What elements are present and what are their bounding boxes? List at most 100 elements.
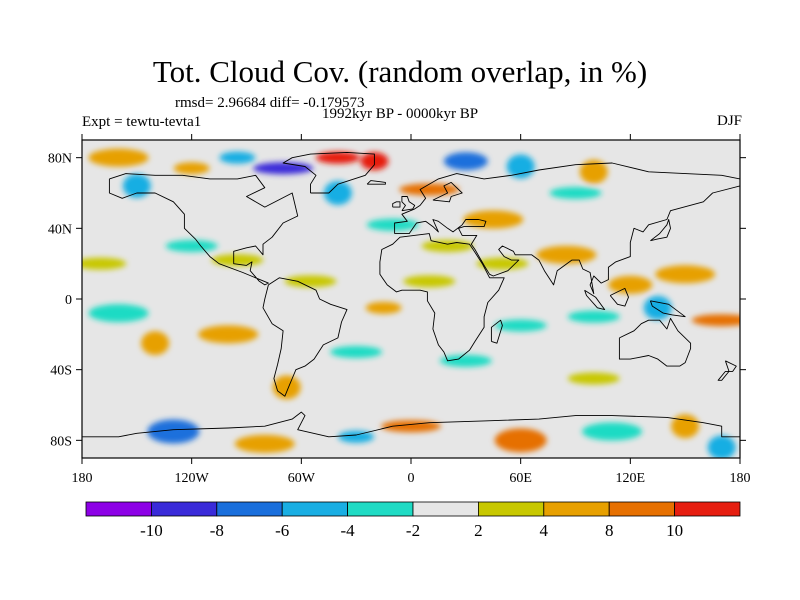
coastline [584, 289, 606, 311]
coastline [394, 162, 740, 295]
coastline [432, 181, 463, 203]
lon-tick-label: 60E [509, 471, 532, 486]
coastline [82, 411, 740, 438]
lon-tick-label: 60W [288, 471, 316, 486]
colorbar-swatch [608, 501, 676, 517]
anomaly-patch [330, 346, 383, 358]
colorbar-swatch [412, 501, 479, 517]
rmsd-diff-stats: rmsd= 2.96684 diff= -0.179573 [175, 95, 365, 111]
anomaly-patch [141, 331, 170, 356]
anomaly-patch [691, 314, 740, 327]
coastline [379, 233, 505, 362]
anomaly-patch [579, 159, 608, 184]
coastline [282, 151, 375, 194]
lat-tick-label: 40N [48, 222, 72, 237]
colorbar-label: -2 [406, 521, 420, 540]
colorbar [85, 501, 741, 517]
colorbar-swatch [347, 501, 414, 517]
anomaly-patch [147, 419, 200, 444]
coastline [490, 319, 503, 344]
anomaly-patch [323, 181, 352, 205]
lat-tick-label: 0 [65, 293, 72, 308]
season-label: DJF [716, 113, 742, 129]
coastline [401, 196, 416, 212]
lon-tick-label: 180 [730, 471, 751, 486]
anomaly-patch [272, 375, 301, 400]
coastlines [82, 151, 740, 438]
anomaly-patch [122, 173, 151, 198]
experiment-label: Expt = tewtu-tevta1 [82, 114, 202, 130]
anomaly-patch [284, 275, 337, 288]
anomaly-patch [253, 162, 314, 175]
coastline [717, 360, 737, 381]
lon-tick-label: 120W [175, 471, 210, 486]
lat-tick-label: 40S [50, 364, 72, 379]
anomaly-patch [399, 183, 460, 196]
anomaly-patch [198, 325, 259, 344]
coastline [108, 173, 299, 286]
anomaly-patch [315, 151, 360, 164]
anomaly-patch [608, 275, 653, 294]
anomaly-patch [655, 265, 716, 284]
coastline [262, 277, 348, 397]
colorbar-swatch [543, 501, 610, 517]
anomaly-field [82, 148, 740, 458]
anomaly-patch [494, 319, 547, 332]
anomaly-patch [234, 434, 295, 453]
colorbar-swatch [674, 501, 741, 517]
anomaly-patch [173, 162, 210, 175]
anomaly-patch [443, 152, 488, 171]
axis-tick-labels: 80N 40N 0 40S 80S 180 120W 60W 0 60E 120E 180 [48, 152, 751, 486]
anomaly-patch [567, 310, 620, 323]
colorbar-label: -8 [210, 521, 224, 540]
anomaly-patch [338, 430, 375, 443]
anomaly-patch [549, 187, 602, 199]
lon-tick-label: 0 [408, 471, 415, 486]
anomaly-patch [707, 435, 736, 458]
coastline [392, 201, 401, 208]
colorbar-label: -6 [275, 521, 289, 540]
lon-tick-label: 120E [616, 471, 646, 486]
coastline [618, 317, 692, 367]
colorbar-swatch [85, 501, 152, 517]
colorbar-labels: -10 -8 -6 -4 -2 2 4 8 10 [140, 521, 683, 540]
anomaly-patch [671, 414, 700, 439]
anomaly-patch [536, 245, 597, 264]
colorbar-swatch [477, 501, 545, 517]
anomaly-patch [165, 240, 218, 252]
colorbar-label: -10 [140, 521, 163, 540]
anomaly-patch [567, 372, 620, 385]
anomaly-patch [494, 428, 547, 453]
colorbar-label: -4 [341, 521, 356, 540]
coastline [650, 219, 671, 242]
time-period-label: 1992kyr BP - 0000kyr BP [322, 106, 479, 122]
anomaly-patch [463, 210, 524, 229]
anomaly-patch [381, 420, 441, 433]
lat-tick-label: 80N [48, 152, 72, 167]
colorbar-label: 8 [605, 521, 614, 540]
anomaly-patch [365, 301, 402, 314]
coastline [366, 180, 386, 185]
map-title: Tot. Cloud Cov. (random overlap, in %) [152, 54, 648, 89]
anomaly-patch [643, 295, 672, 320]
colorbar-swatch [216, 501, 283, 517]
anomaly-patch [582, 422, 643, 441]
colorbar-swatch [150, 501, 218, 517]
coastline [649, 300, 686, 318]
anomaly-patch [219, 151, 256, 164]
coastline [609, 287, 629, 307]
anomaly-patch [506, 154, 535, 179]
lat-tick-label: 80S [50, 434, 72, 449]
axis-ticks [76, 134, 746, 464]
colorbar-label: 2 [474, 521, 483, 540]
colorbar-label: 10 [666, 521, 683, 540]
anomaly-patch [82, 257, 127, 270]
colorbar-swatch [281, 501, 349, 517]
anomaly-patch [366, 218, 419, 231]
colorbar-label: 4 [540, 521, 549, 540]
lon-tick-label: 180 [72, 471, 93, 486]
anomaly-patch [403, 275, 456, 288]
anomaly-patch [476, 257, 529, 270]
anomaly-patch [88, 148, 149, 167]
